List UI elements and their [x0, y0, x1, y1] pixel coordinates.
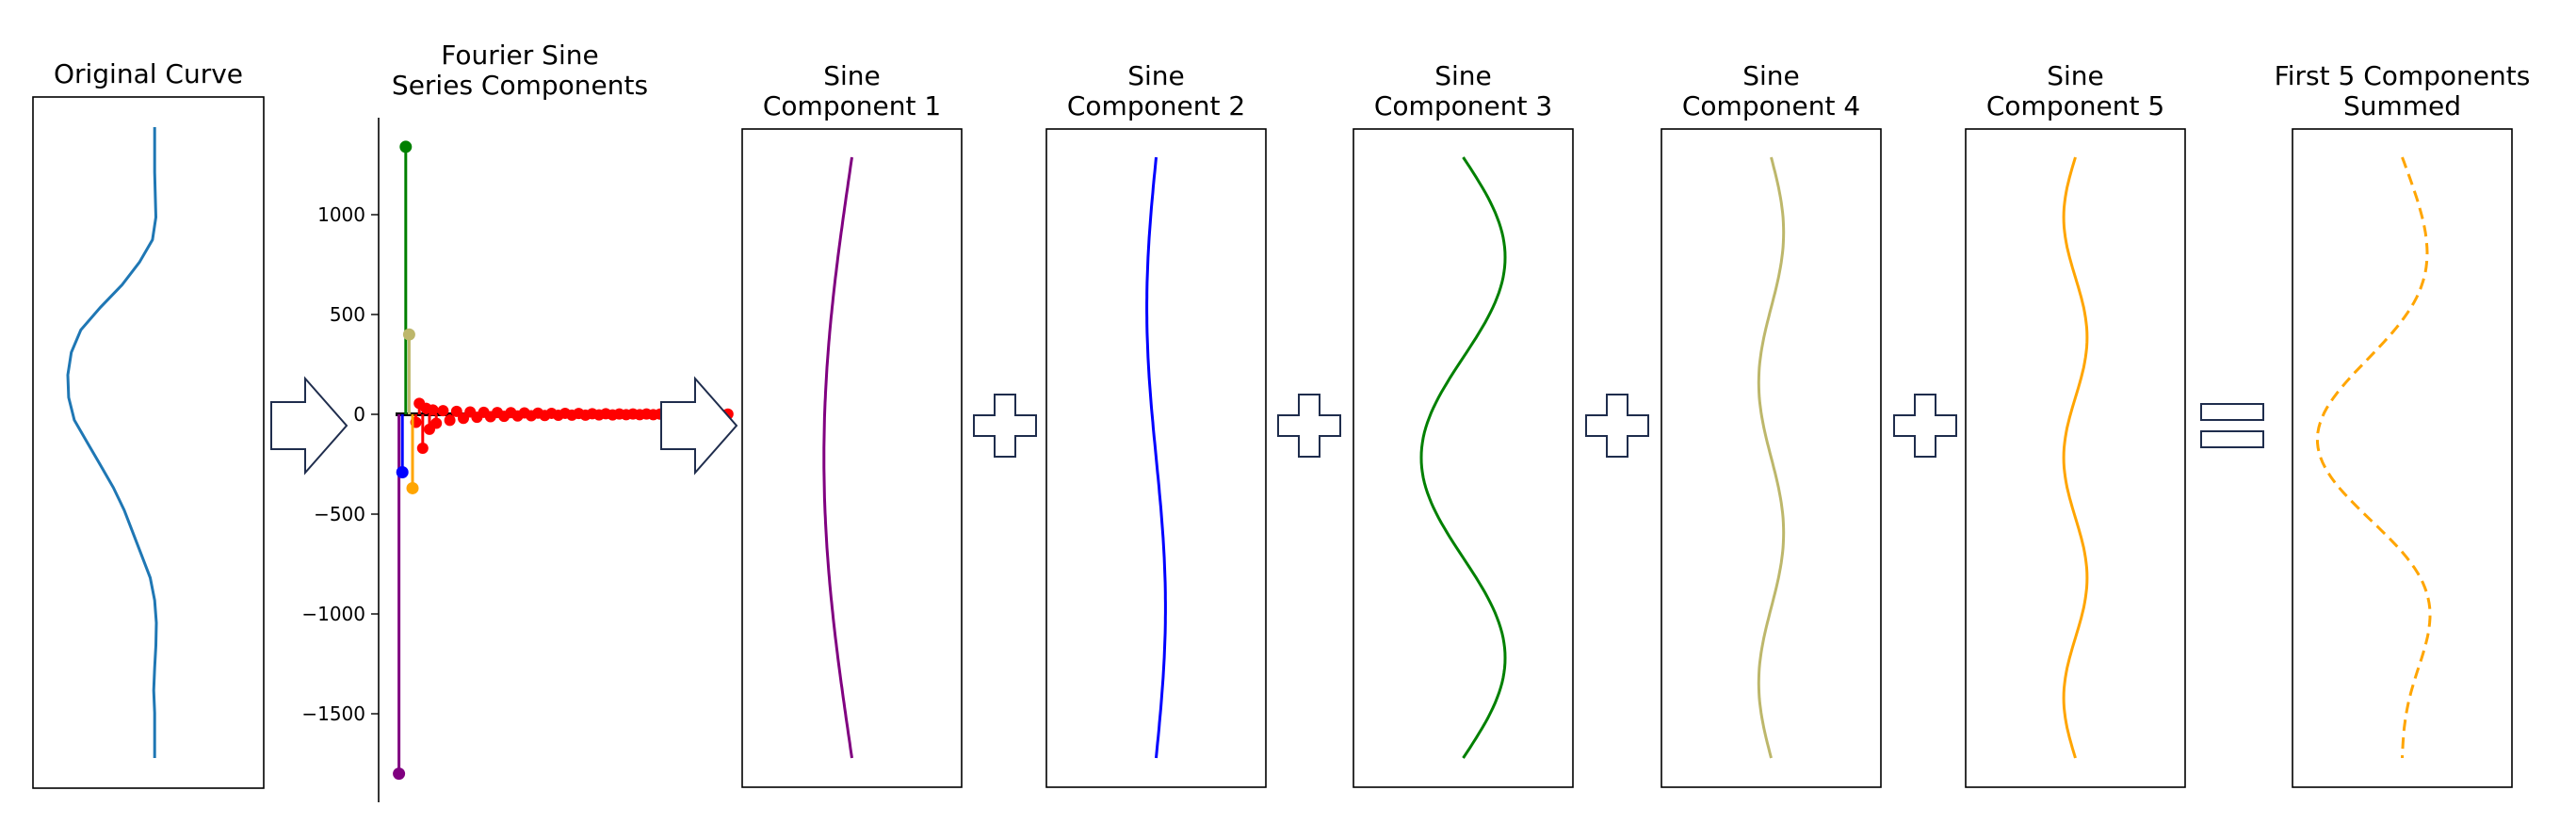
title-panel-7: First 5 Components Summed — [2275, 60, 2531, 121]
y-tick-label: 1000 — [317, 203, 365, 226]
panel-frame-7 — [2292, 128, 2513, 788]
sine-component-line — [1419, 156, 1507, 759]
y-tick-label: −1000 — [301, 603, 365, 625]
y-tick-label: −1500 — [301, 702, 365, 725]
panel-frame-4 — [1353, 128, 1574, 788]
plus-icon — [1277, 394, 1341, 458]
panel-frame-original — [32, 96, 265, 789]
title-panel-5-line: Component 4 — [1682, 90, 1860, 121]
arrow-icon — [660, 376, 738, 476]
sine-component-line — [2062, 156, 2089, 759]
sine-component-line — [822, 156, 853, 759]
title-panel-2-line: Component 1 — [763, 90, 941, 121]
title-panel-6: Sine Component 5 — [1986, 60, 2164, 121]
plus-icon — [973, 394, 1037, 458]
residual-point — [450, 405, 462, 417]
stem-point — [399, 140, 413, 153]
plus-icon — [1893, 394, 1957, 458]
residual-point — [416, 443, 429, 455]
stem-point — [396, 465, 409, 478]
title-stem-line: Fourier Sine — [441, 40, 598, 71]
y-tick-label: −500 — [314, 503, 365, 525]
arrow-icon — [270, 376, 348, 476]
residual-point — [430, 417, 443, 429]
title-panel-3-line: Component 2 — [1067, 90, 1245, 121]
title-panel-6-line: Sine — [2047, 60, 2104, 91]
title-panel-6-line: Component 5 — [1986, 90, 2164, 121]
sine-component-line — [1757, 156, 1786, 759]
residual-point — [444, 414, 456, 427]
title-panel-7-line: Summed — [2343, 90, 2461, 121]
title-panel-4-line: Sine — [1434, 60, 1492, 91]
y-tick-label: 0 — [353, 403, 365, 426]
title-panel-5-line: Sine — [1742, 60, 1800, 91]
equals-icon — [2200, 430, 2264, 448]
title-panel-2-line: Sine — [823, 60, 881, 91]
title-stem-line: Series Components — [392, 70, 648, 101]
stem-point — [406, 481, 419, 494]
title-panel-5: Sine Component 4 — [1682, 60, 1860, 121]
title-panel-4: Sine Component 3 — [1374, 60, 1552, 121]
panel-frame-5 — [1661, 128, 1882, 788]
sine-component-line — [1145, 156, 1167, 759]
summed-curve-line — [2315, 156, 2432, 759]
title-panel-3-line: Sine — [1127, 60, 1185, 91]
title-panel-3: Sine Component 2 — [1067, 60, 1245, 121]
title-panel-4-line: Component 3 — [1374, 90, 1552, 121]
panel-frame-3 — [1045, 128, 1267, 788]
y-tick-label: 500 — [330, 303, 365, 326]
stem-point — [402, 328, 415, 341]
residual-point — [437, 405, 449, 417]
plus-icon — [1585, 394, 1649, 458]
title-original: Original Curve — [54, 58, 243, 89]
residual-point — [427, 404, 439, 416]
title-original-line: Original Curve — [54, 58, 243, 89]
original-curve-line — [66, 127, 158, 758]
panel-frame-2 — [741, 128, 963, 788]
title-panel-2: Sine Component 1 — [763, 60, 941, 121]
title-panel-7-line: First 5 Components — [2275, 60, 2531, 91]
stem-point — [393, 767, 406, 781]
title-stem: Fourier Sine Series Components — [392, 40, 648, 101]
panel-frame-6 — [1965, 128, 2186, 788]
equals-icon — [2200, 403, 2264, 421]
